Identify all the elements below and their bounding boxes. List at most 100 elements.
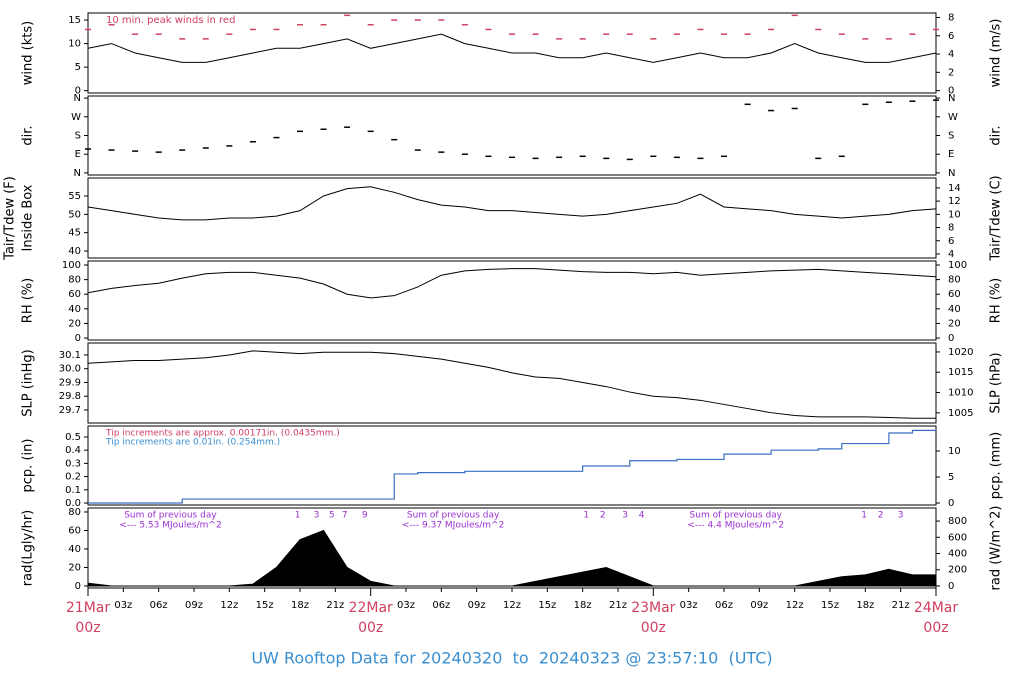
y-tick-label: 29.7 <box>59 405 81 416</box>
y2-tick-label: 200 <box>948 565 967 576</box>
x-tick-label: 03z <box>680 600 698 611</box>
hour-mark: 2 <box>878 511 884 521</box>
y2-axis-label: Tair/Tdew (C) <box>989 175 1004 261</box>
x-tick-label: 09z <box>750 600 768 611</box>
y2-tick-label: 60 <box>948 289 961 300</box>
y-tick-label: 50 <box>68 209 81 220</box>
y-tick-label: W <box>71 112 81 123</box>
day-hour-label: 00z <box>75 620 100 636</box>
y-axis-label: pcp. (in) <box>21 439 36 493</box>
y-tick-label: 0 <box>75 581 81 592</box>
x-tick-label: 12z <box>786 600 804 611</box>
y-tick-label: S <box>75 131 81 142</box>
panel-frame <box>87 95 937 176</box>
daily-sum-label: Sum of previous day <box>690 511 783 521</box>
y2-tick-label: 100 <box>948 260 967 271</box>
day-hour-label: 00z <box>358 620 383 636</box>
y-tick-label: N <box>74 168 81 179</box>
daily-sum-value: <--- 5.53 MJoules/m^2 <box>119 521 221 531</box>
y-tick-label: 29.8 <box>59 391 81 402</box>
hour-mark: 7 <box>342 511 348 521</box>
y2-tick-label: 12 <box>948 196 961 207</box>
y-axis-label: dir. <box>21 125 36 145</box>
y-tick-label: 55 <box>68 191 81 202</box>
panel-frame <box>87 260 937 341</box>
hour-mark: 3 <box>314 511 320 521</box>
hour-mark: 1 <box>295 511 301 521</box>
x-tick-label: 21z <box>326 600 344 611</box>
y2-tick-label: 800 <box>948 516 967 527</box>
y2-tick-label: 80 <box>948 275 961 286</box>
y2-tick-label: 2 <box>948 67 954 78</box>
y2-tick-label: S <box>948 131 954 142</box>
x-tick-label: 12z <box>220 600 238 611</box>
y-tick-label: 0.0 <box>65 498 81 509</box>
y-tick-label: 0 <box>75 86 81 97</box>
line <box>87 186 937 221</box>
y2-tick-label: W <box>948 112 958 123</box>
hour-mark: 3 <box>622 511 628 521</box>
y2-tick-label: N <box>948 168 955 179</box>
y2-tick-label: 6 <box>948 236 954 247</box>
y2-tick-label: 600 <box>948 532 967 543</box>
line <box>87 268 937 299</box>
y-tick-label: 40 <box>68 304 81 315</box>
hour-mark: 9 <box>362 511 368 521</box>
x-tick-label: 15z <box>821 600 839 611</box>
x-tick-label: 03z <box>114 600 132 611</box>
y-tick-label: N <box>74 93 81 104</box>
line <box>87 350 936 419</box>
x-tick-label: 12z <box>503 600 521 611</box>
y-axis-label: Tair/Tdew (F) <box>3 176 18 261</box>
y2-tick-label: 4 <box>948 249 954 260</box>
day-label: 23Mar <box>631 600 675 616</box>
y-tick-label: 10 <box>68 39 81 50</box>
y2-tick-label: 40 <box>948 304 961 315</box>
daily-sum-label: Sum of previous day <box>407 511 500 521</box>
day-label: 24Mar <box>914 600 958 616</box>
y-tick-label: 80 <box>68 507 81 518</box>
panel-frame <box>87 177 937 259</box>
day-label: 22Mar <box>349 600 393 616</box>
y2-tick-label: 10 <box>948 209 961 220</box>
hour-mark: 2 <box>600 511 606 521</box>
y-tick-label: 45 <box>68 228 81 239</box>
y-tick-label: 40 <box>68 246 81 257</box>
y2-tick-label: 0 <box>948 333 954 344</box>
hour-mark: 1 <box>583 511 589 521</box>
x-tick-label: 18z <box>291 600 309 611</box>
y2-tick-label: 1010 <box>948 388 973 399</box>
annotation: Tip increments are 0.01in. (0.254mm.) <box>105 438 280 448</box>
y2-tick-label: 6 <box>948 31 954 42</box>
y-tick-label: 0.5 <box>65 432 81 443</box>
y-tick-label: 0.1 <box>65 485 81 496</box>
line <box>87 33 937 63</box>
y2-axis-label: rad (W/m^2) <box>989 506 1004 591</box>
area <box>87 529 937 587</box>
y-axis-label: wind (kts) <box>21 21 36 85</box>
y2-tick-label: 20 <box>948 318 961 329</box>
y-axis-label: SLP (inHg) <box>21 349 36 417</box>
y-tick-label: 40 <box>68 544 81 555</box>
y-axis-label: RH (%) <box>21 278 36 323</box>
y2-tick-label: 0 <box>948 498 954 509</box>
y2-axis-label: dir. <box>989 125 1004 145</box>
y2-tick-label: N <box>948 93 955 104</box>
y-axis-label: Inside Box <box>21 184 36 251</box>
chart-title: UW Rooftop Data for 20240320 to 20240323… <box>251 649 772 668</box>
hour-mark: 3 <box>898 511 904 521</box>
y-tick-label: 5 <box>75 62 81 73</box>
y2-tick-label: E <box>948 149 954 160</box>
y2-tick-label: 8 <box>948 223 954 234</box>
x-tick-label: 18z <box>856 600 874 611</box>
x-tick-label: 09z <box>185 600 203 611</box>
x-tick-label: 03z <box>397 600 415 611</box>
hour-mark: 5 <box>329 511 335 521</box>
y-tick-label: 20 <box>68 562 81 573</box>
hour-mark: 1 <box>861 511 867 521</box>
y-tick-label: 60 <box>68 289 81 300</box>
x-tick-label: 15z <box>538 600 556 611</box>
y-tick-label: 60 <box>68 525 81 536</box>
y2-axis-label: pcp. (mm) <box>989 432 1004 499</box>
